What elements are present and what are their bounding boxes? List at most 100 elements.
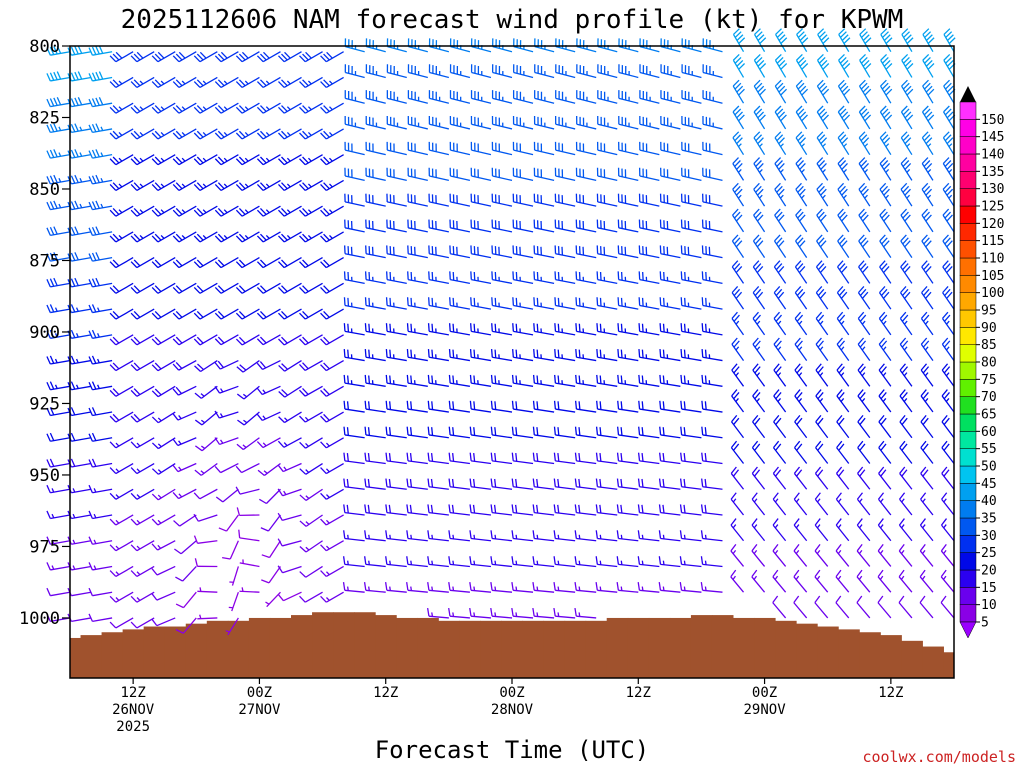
wind-barb (700, 504, 723, 516)
credit-link[interactable]: coolwx.com/models (862, 748, 1016, 766)
wind-barb (109, 437, 134, 449)
terrain-column (543, 620, 566, 678)
wind-barb (679, 530, 702, 542)
wind-barb (879, 234, 892, 258)
chart-title: 2025112606 NAM forecast wind profile (kt… (121, 5, 904, 35)
wind-barb (343, 348, 365, 362)
wind-barb (214, 334, 239, 346)
wind-barb (836, 260, 850, 284)
wind-barb (491, 193, 513, 207)
wind-barb (278, 360, 302, 372)
wind-barb (878, 337, 892, 361)
wind-barb (469, 400, 492, 413)
y-tick-label: 975 (29, 537, 60, 557)
colorbar-swatch (959, 483, 977, 501)
wind-barb (681, 115, 702, 130)
wind-barb (320, 360, 344, 372)
wind-barb (752, 414, 766, 439)
wind-barb (365, 115, 386, 130)
wind-barb (942, 234, 955, 258)
wind-barb (921, 157, 934, 181)
wind-barb (449, 297, 471, 310)
wind-barb (859, 28, 872, 53)
wind-barb (299, 514, 323, 527)
wind-barb (597, 38, 618, 53)
wind-barb (364, 374, 386, 387)
wind-barb (427, 556, 449, 568)
wind-barb (88, 174, 113, 185)
wind-barb (680, 271, 702, 284)
wind-barb (774, 131, 787, 156)
wind-barb (385, 297, 407, 310)
wind-barb (836, 337, 850, 361)
wind-barb (679, 556, 702, 568)
wind-barb (595, 530, 618, 542)
wind-barb (470, 115, 492, 130)
wind-barb (773, 286, 787, 310)
wind-barb (151, 334, 176, 346)
wind-barb (774, 79, 788, 104)
wind-barb (449, 115, 471, 130)
colorbar-swatch (959, 327, 977, 345)
wind-barb (940, 518, 955, 542)
wind-barb (512, 348, 534, 362)
wind-barb (218, 514, 239, 532)
wind-barb (406, 400, 428, 413)
wind-barb (46, 174, 71, 185)
wind-barb (534, 64, 555, 79)
wind-barbs (46, 28, 956, 636)
wind-barb (574, 504, 597, 516)
wind-barb (88, 329, 113, 339)
wind-barb (490, 452, 513, 465)
colorbar-label: 20 (981, 564, 997, 579)
wind-barb (130, 565, 155, 578)
wind-barb (469, 478, 492, 490)
wind-barb (109, 617, 134, 629)
colorbar-swatch (959, 379, 977, 397)
wind-barb (151, 514, 176, 526)
wind-barb (701, 297, 723, 310)
terrain-column (922, 646, 944, 678)
colorbar-swatch (959, 465, 977, 484)
wind-barb (731, 234, 745, 258)
wind-barb (900, 157, 913, 181)
wind-barb (299, 540, 323, 553)
wind-barb (574, 426, 597, 439)
wind-barb (680, 219, 702, 233)
wind-barb (130, 76, 155, 89)
wind-barb (553, 607, 576, 619)
wind-barb (130, 231, 155, 243)
wind-barb (88, 277, 113, 288)
wind-barb (837, 157, 850, 181)
wind-barb (512, 167, 534, 182)
wind-barb (877, 518, 892, 542)
wind-barb (878, 286, 892, 310)
wind-barb (901, 28, 914, 53)
wind-barb (616, 530, 639, 542)
wind-barb (659, 297, 681, 310)
wind-barb (838, 53, 851, 78)
colorbar-label: 65 (981, 408, 997, 423)
wind-barb (858, 157, 871, 181)
wind-barb (67, 123, 92, 134)
wind-barb (109, 385, 134, 397)
wind-barb (492, 38, 513, 53)
wind-barb (490, 478, 513, 490)
wind-barb (532, 452, 555, 465)
wind-barb (299, 411, 323, 423)
wind-barb (277, 591, 302, 602)
wind-barb (659, 426, 681, 439)
wind-barb (46, 252, 71, 262)
wind-barb (857, 466, 871, 490)
terrain-column (501, 620, 524, 678)
wind-barb (898, 518, 913, 542)
wind-barb (109, 360, 134, 372)
wind-barb (365, 38, 386, 53)
wind-barb (532, 478, 555, 490)
wind-barb (773, 260, 787, 284)
wind-barb (836, 440, 850, 464)
wind-barb (941, 440, 955, 464)
wind-barb (638, 426, 660, 439)
wind-barb (898, 569, 913, 593)
terrain-column (417, 617, 439, 678)
